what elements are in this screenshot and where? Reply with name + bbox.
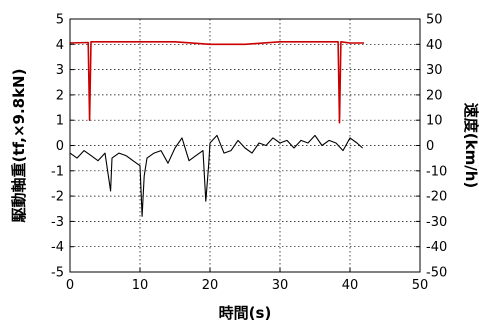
y-right-tick-label: 30: [426, 63, 443, 78]
y-left-tick-label: -1: [51, 164, 64, 179]
y-right-tick-label: -20: [426, 190, 447, 205]
x-tick-label: 30: [272, 278, 289, 293]
y-right-tick-label: -30: [426, 215, 447, 230]
axle-load-series-line: [69, 134, 363, 217]
y-left-tick-label: -2: [51, 190, 64, 205]
y-right-tick-label: 0: [426, 139, 434, 154]
series-layer: [69, 40, 364, 217]
y-left-tick-label: 5: [56, 13, 64, 28]
x-tick-label: 10: [132, 278, 149, 293]
x-tick-label: 0: [66, 278, 74, 293]
y-left-tick-label: -4: [51, 240, 64, 255]
y-left-tick-label: 2: [56, 88, 64, 103]
y-right-tick-label: 20: [426, 88, 443, 103]
x-tick-label: 50: [412, 278, 429, 293]
speed-series-line: [69, 40, 364, 124]
y-right-tick-label: 40: [426, 38, 443, 53]
x-tick-label: 20: [202, 278, 219, 293]
y-left-tick-label: -3: [51, 215, 64, 230]
y-left-tick-label: 4: [56, 38, 64, 53]
y-right-tick-label: -10: [426, 164, 447, 179]
y-right-tick-label: 10: [426, 114, 443, 129]
y-left-tick-label: 0: [56, 139, 64, 154]
grid: [70, 19, 420, 272]
y-left-tick-label: 1: [56, 114, 64, 129]
y-axis-left-title: 駆動軸重(tf,×9.8kN): [10, 69, 28, 223]
y-right-tick-label: 50: [426, 13, 443, 28]
y-right-tick-label: -40: [426, 240, 447, 255]
x-axis-title: 時間(s): [219, 304, 272, 322]
y-axis-right-title: 速度(km/h): [462, 103, 479, 188]
x-tick-label: 40: [342, 278, 359, 293]
y-right-tick-label: -50: [426, 266, 447, 281]
y-left-tick-label: -5: [51, 266, 64, 281]
y-left-tick-label: 3: [56, 63, 64, 78]
ticks: -5 -50 -4 -40 -3 -30 -2 -20 -1 -10 0 0 1 10 2 20 3 30 4 40 5…: [51, 13, 447, 294]
